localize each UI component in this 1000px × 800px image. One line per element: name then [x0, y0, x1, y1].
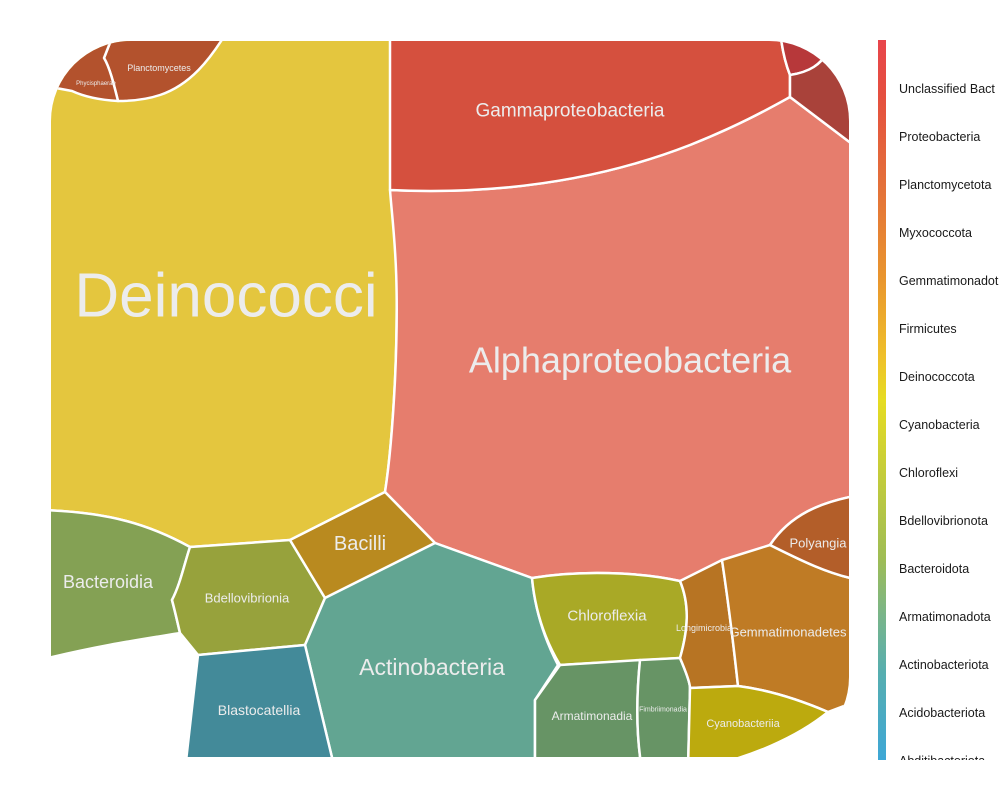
cell-label-armatimonadia: Armatimonadia	[552, 709, 633, 723]
legend-item-acidobacteriota: Acidobacteriota	[899, 706, 986, 720]
cell-polyangia	[768, 493, 849, 582]
cell-label-alphaproteobacteria: Alphaproteobacteria	[469, 340, 792, 381]
cell-label-polyangia: Polyangia	[789, 536, 847, 551]
legend-item-chloroflexi: Chloroflexi	[899, 466, 959, 480]
legend-item-abditibacteriota: Abditibacteriota	[899, 754, 985, 760]
legend-item-gemmatimonadot: Gemmatimonadot	[899, 274, 999, 288]
cell-fimbriimonadia	[635, 656, 692, 757]
cell-label-phycisphaerae: Phycisphaerae	[76, 81, 116, 87]
cell-label-blastocatellia: Blastocatellia	[218, 702, 301, 718]
cell-label-planctomycetes: Planctomycetes	[127, 63, 191, 73]
cell-label-gemmatimonadetes: Gemmatimonadetes	[729, 625, 847, 640]
cell-cyanobacteriia	[686, 684, 830, 757]
cell-bdellovibrionia	[170, 538, 327, 657]
legend: Unclassified Bact Proteobacteria Planctomy…	[878, 40, 1000, 760]
cell-phycisphaerae	[51, 41, 120, 103]
legend-item-armatimonadota: Armatimonadota	[899, 610, 991, 624]
cell-label-bacteroidia: Bacteroidia	[63, 572, 154, 592]
cell-label-actinobacteria: Actinobacteria	[359, 654, 505, 680]
legend-item-unclassified-bact: Unclassified Bact	[899, 82, 995, 96]
legend-item-proteobacteria: Proteobacteria	[899, 130, 981, 144]
legend-item-planctomycetota: Planctomycetota	[899, 178, 992, 192]
cell-label-cyanobacteriia: Cyanobacteriia	[706, 718, 780, 730]
legend-item-firmicutes: Firmicutes	[899, 322, 957, 336]
legend-item-cyanobacteria: Cyanobacteria	[899, 418, 980, 432]
legend-item-bdellovibrionota: Bdellovibrionota	[899, 514, 988, 528]
cell-label-deinococci: Deinococci	[74, 262, 377, 331]
voronoi-treemap: Deinococci Alphaproteobacteria Gammaproteo…	[51, 41, 849, 757]
cell-label-fimbriimonadia: Fimbriimonadia	[639, 707, 687, 714]
cell-label-bdellovibrionia: Bdellovibrionia	[205, 591, 290, 606]
legend-item-actinobacteriota: Actinobacteriota	[899, 658, 989, 672]
legend-item-bacteroidota: Bacteroidota	[899, 562, 970, 576]
cell-label-bacilli: Bacilli	[334, 533, 386, 555]
cell-blastocatellia	[183, 643, 337, 757]
cell-label-longimicrobia: Longimicrobia	[676, 623, 732, 633]
cell-label-chloroflexia: Chloroflexia	[567, 608, 647, 625]
cell-label-gammaproteobacteria: Gammaproteobacteria	[475, 101, 664, 122]
legend-item-myxococcota: Myxococcota	[899, 226, 972, 240]
legend-item-deinococcota: Deinococcota	[899, 370, 975, 384]
legend-color-bar	[878, 40, 886, 760]
